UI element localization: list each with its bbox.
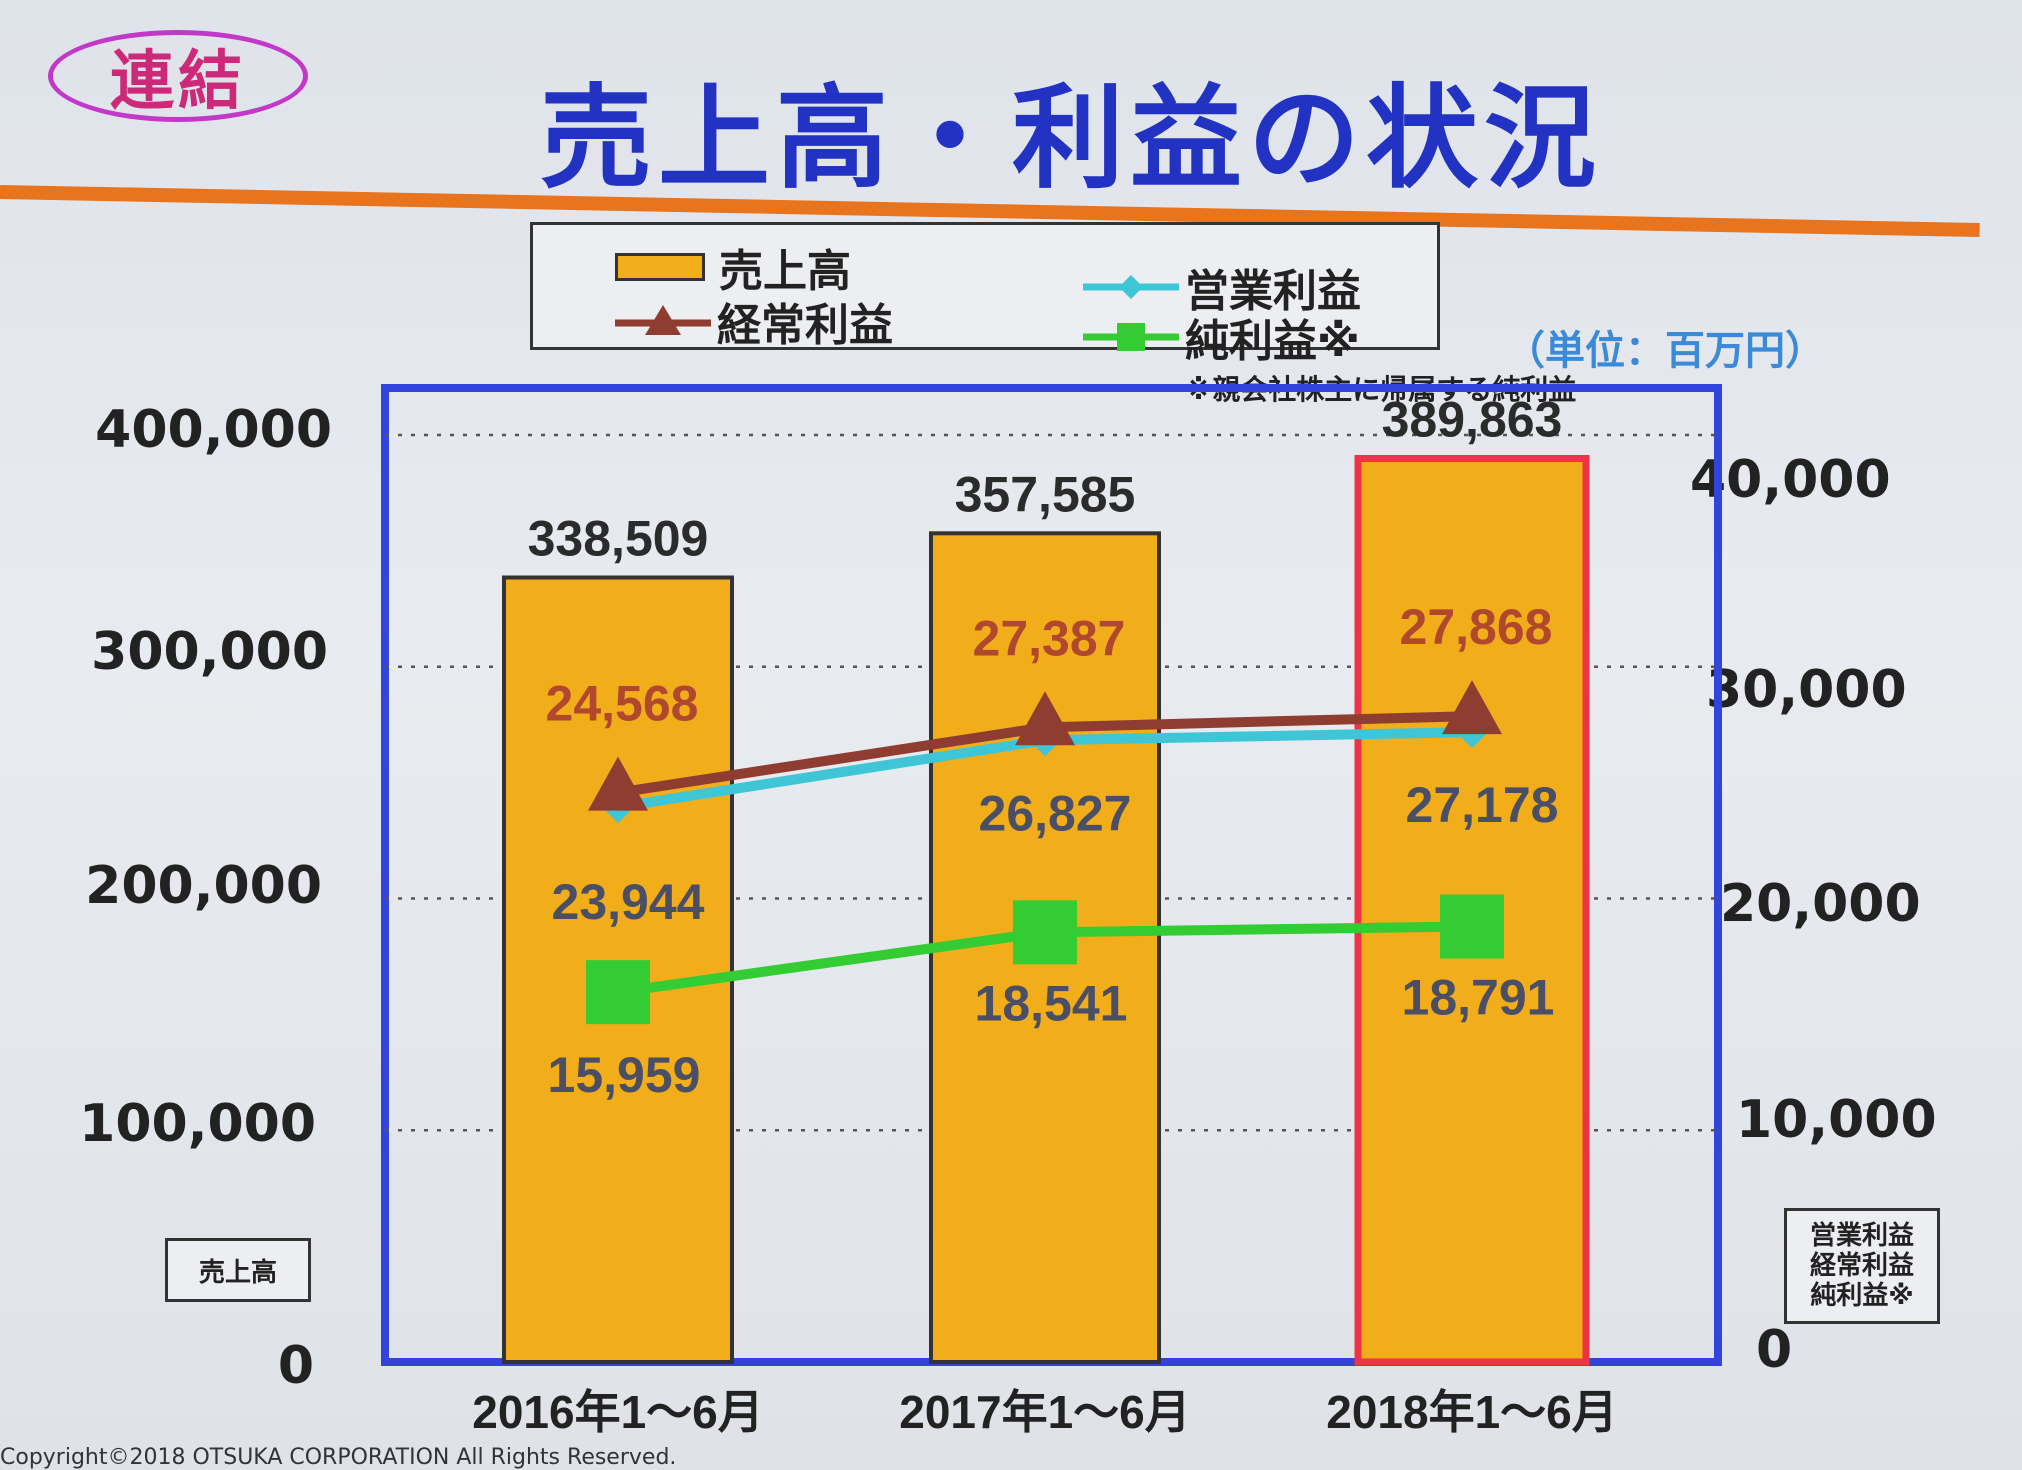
- operating-value-label: 26,827: [979, 785, 1132, 841]
- right-axis-label-line: 純利益※: [1810, 1281, 1914, 1311]
- legend-marker-operating: [1083, 275, 1179, 299]
- left-axis-tick: 100,000: [79, 1094, 316, 1154]
- ordinary-value-label: 27,868: [1400, 599, 1553, 655]
- net-value-label: 15,959: [548, 1047, 701, 1103]
- left-axis-tick: 400,000: [95, 400, 332, 460]
- right-axis-tick: 20,000: [1720, 874, 1921, 934]
- left-axis-tick: 300,000: [91, 622, 328, 682]
- chart-legend: 売上高 経常利益 営業利益 純利益※: [530, 222, 1440, 367]
- legend-item-net: 純利益※: [1083, 305, 1360, 369]
- legend-label-sales: 売上高: [719, 246, 851, 297]
- left-axis-tick: 0: [277, 1336, 314, 1396]
- operating-value-label: 23,944: [552, 874, 705, 930]
- operating-value-label: 27,178: [1406, 777, 1559, 833]
- right-axis-tick: 40,000: [1690, 450, 1891, 510]
- right-axis-tick: 0: [1756, 1320, 1793, 1380]
- legend-item-ordinary: 経常利益: [615, 289, 893, 353]
- series-point: [588, 756, 648, 811]
- right-axis-label-line: 経常利益: [1809, 1251, 1914, 1281]
- right-axis-label: 営業利益 経常利益 純利益※: [1784, 1208, 1940, 1324]
- x-category-label: 2017年1～6月: [899, 1386, 1191, 1438]
- left-axis-tick: 200,000: [85, 856, 322, 916]
- series-point: [1015, 691, 1075, 746]
- legend-swatch-sales: [615, 253, 705, 281]
- copyright: Copyright©2018 OTSUKA CORPORATION All Ri…: [0, 1445, 677, 1470]
- unit-note: （単位：百万円）: [1505, 328, 1825, 374]
- legend-item-operating: 営業利益: [1083, 255, 1361, 319]
- left-axis-label: 売上高: [165, 1238, 311, 1302]
- right-axis-label-line: 営業利益: [1809, 1221, 1914, 1251]
- legend-marker-ordinary: [615, 305, 711, 335]
- right-axis-tick: 10,000: [1736, 1090, 1937, 1150]
- net-value-label: 18,791: [1402, 970, 1555, 1026]
- ordinary-value-label: 27,387: [973, 610, 1126, 666]
- ordinary-value-label: 24,568: [546, 676, 699, 732]
- series-point: [1440, 894, 1504, 959]
- series-point: [586, 960, 650, 1025]
- consolidated-badge: 連結: [48, 30, 308, 122]
- x-category-label: 2016年1～6月: [472, 1386, 764, 1438]
- x-category-label: 2018年1～6月: [1326, 1386, 1618, 1438]
- slide-title: 売上高・利益の状況: [540, 74, 1602, 204]
- right-axis-tick: 30,000: [1706, 660, 1907, 720]
- net-value-label: 18,541: [975, 975, 1128, 1031]
- series-point: [1013, 900, 1077, 965]
- legend-marker-net: [1083, 323, 1179, 351]
- legend-label-ordinary: 経常利益: [717, 300, 893, 351]
- sales-bar-label: 338,509: [528, 511, 709, 567]
- sales-bar-label: 357,585: [955, 466, 1136, 522]
- series-point: [1442, 680, 1502, 735]
- sales-bar-label: 389,863: [1382, 391, 1563, 447]
- legend-label-net: 純利益※: [1185, 316, 1360, 367]
- legend-item-sales: 売上高: [615, 235, 851, 299]
- legend-label-operating: 営業利益: [1185, 266, 1361, 317]
